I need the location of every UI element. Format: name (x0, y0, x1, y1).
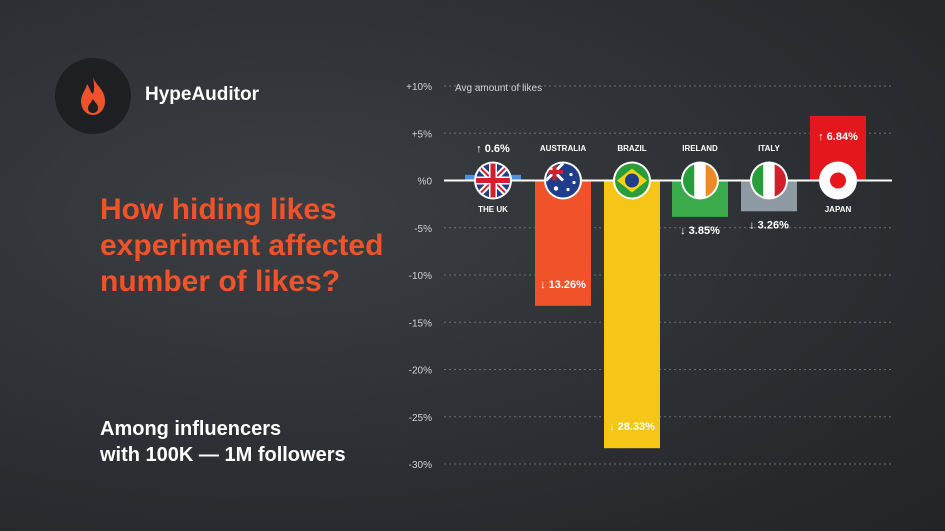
value-label: ↑ 0.6% (476, 143, 510, 155)
italy-flag-icon (752, 163, 786, 198)
y-tick-label: -20% (409, 366, 432, 377)
headline: How hiding likes experiment affected num… (100, 193, 384, 298)
y-tick-label: +5% (412, 129, 432, 140)
y-tick-label: -25% (409, 413, 432, 424)
value-label: ↑ 6.84% (818, 131, 858, 143)
value-label: ↓ 13.26% (540, 279, 586, 291)
ireland-flag-icon (683, 163, 717, 198)
y-tick-label: -10% (409, 271, 432, 282)
value-label: ↓ 28.33% (609, 421, 655, 433)
brand-name: HypeAuditor (145, 84, 259, 105)
japan-flag-icon (821, 163, 855, 198)
category-label: JAPAN (825, 205, 852, 214)
y-tick-label: -15% (409, 318, 432, 329)
chart-title: Avg amount of likes (455, 83, 542, 94)
subtitle: Among influencers with 100K — 1M followe… (100, 416, 420, 468)
category-label: IRELAND (682, 144, 718, 153)
y-tick-label: +10% (406, 82, 432, 93)
brazil-flag-icon (615, 163, 649, 198)
category-label: ITALY (758, 144, 780, 153)
category-label: BRAZIL (617, 144, 646, 153)
subtitle-line: with 100K — 1M followers (100, 444, 346, 466)
bar (535, 180, 591, 306)
value-label: ↓ 3.26% (749, 219, 789, 231)
y-tick-label: %0 (418, 177, 433, 188)
subtitle-line: Among influencers (100, 418, 282, 440)
y-tick-label: -5% (414, 224, 432, 235)
flame-icon (81, 77, 105, 115)
category-label: THE UK (478, 205, 508, 214)
y-tick-label: -30% (409, 460, 432, 471)
value-label: ↓ 3.85% (680, 225, 720, 237)
uk-flag-icon (476, 163, 510, 198)
australia-flag-icon (546, 163, 580, 198)
category-label: AUSTRALIA (540, 144, 586, 153)
bar (604, 180, 660, 449)
logo-badge (55, 58, 131, 134)
